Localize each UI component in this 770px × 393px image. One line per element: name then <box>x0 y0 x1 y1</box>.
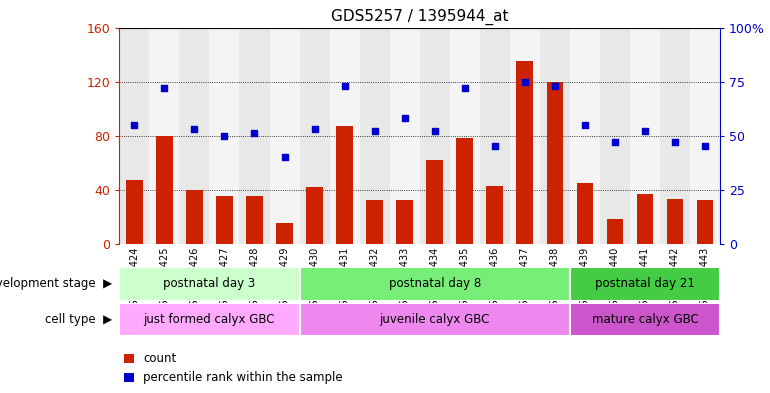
Point <box>489 143 501 149</box>
Text: postnatal day 8: postnatal day 8 <box>389 277 480 290</box>
Bar <box>179 28 209 244</box>
Bar <box>119 28 149 244</box>
Point <box>369 128 381 134</box>
Bar <box>420 28 450 244</box>
Text: just formed calyx GBC: just formed calyx GBC <box>144 313 275 326</box>
Bar <box>660 28 690 244</box>
Point <box>159 85 171 91</box>
Bar <box>397 200 413 244</box>
Bar <box>630 28 660 244</box>
Point <box>308 126 321 132</box>
Bar <box>667 199 683 244</box>
Point <box>608 139 621 145</box>
Point <box>519 78 531 84</box>
Bar <box>510 28 540 244</box>
Point <box>699 143 711 149</box>
Bar <box>690 28 720 244</box>
Point <box>248 130 260 136</box>
Bar <box>390 28 420 244</box>
Text: development stage  ▶: development stage ▶ <box>0 277 112 290</box>
Bar <box>450 28 480 244</box>
Bar <box>427 160 443 244</box>
Point <box>339 83 351 89</box>
Bar <box>209 28 239 244</box>
Bar <box>600 28 630 244</box>
Bar <box>149 28 179 244</box>
Bar <box>306 187 323 244</box>
Bar <box>186 189 203 244</box>
Bar <box>577 183 593 244</box>
Bar <box>480 28 510 244</box>
Bar <box>119 267 300 301</box>
Text: juvenile calyx GBC: juvenile calyx GBC <box>380 313 490 326</box>
Bar <box>300 267 570 301</box>
Point <box>459 85 471 91</box>
Point <box>428 128 440 134</box>
Text: postnatal day 3: postnatal day 3 <box>163 277 256 290</box>
Bar <box>276 223 293 244</box>
Bar <box>517 61 533 244</box>
Bar <box>367 200 383 244</box>
Bar <box>246 196 263 244</box>
Point <box>639 128 651 134</box>
Bar <box>487 185 503 244</box>
Point <box>128 121 141 128</box>
Text: postnatal day 21: postnatal day 21 <box>595 277 695 290</box>
Bar <box>330 28 360 244</box>
Bar <box>570 28 600 244</box>
Bar <box>697 200 713 244</box>
Point <box>668 139 681 145</box>
Legend: count, percentile rank within the sample: count, percentile rank within the sample <box>119 348 347 389</box>
Bar <box>239 28 270 244</box>
Bar <box>547 81 563 244</box>
Bar <box>607 219 623 244</box>
Text: mature calyx GBC: mature calyx GBC <box>591 313 698 326</box>
Bar <box>156 136 172 244</box>
Bar <box>360 28 390 244</box>
Bar <box>119 303 300 336</box>
Bar <box>216 196 233 244</box>
Point <box>219 132 231 139</box>
Point <box>549 83 561 89</box>
Point <box>188 126 200 132</box>
Title: GDS5257 / 1395944_at: GDS5257 / 1395944_at <box>331 9 508 25</box>
Bar <box>570 303 720 336</box>
Point <box>279 154 291 160</box>
Bar <box>300 28 330 244</box>
Bar <box>336 126 353 244</box>
Bar <box>270 28 300 244</box>
Text: cell type  ▶: cell type ▶ <box>45 313 112 326</box>
Bar <box>540 28 570 244</box>
Bar <box>300 303 570 336</box>
Bar <box>126 180 142 244</box>
Point <box>399 115 411 121</box>
Bar <box>570 267 720 301</box>
Bar <box>457 138 473 244</box>
Bar <box>637 194 653 244</box>
Point <box>579 121 591 128</box>
